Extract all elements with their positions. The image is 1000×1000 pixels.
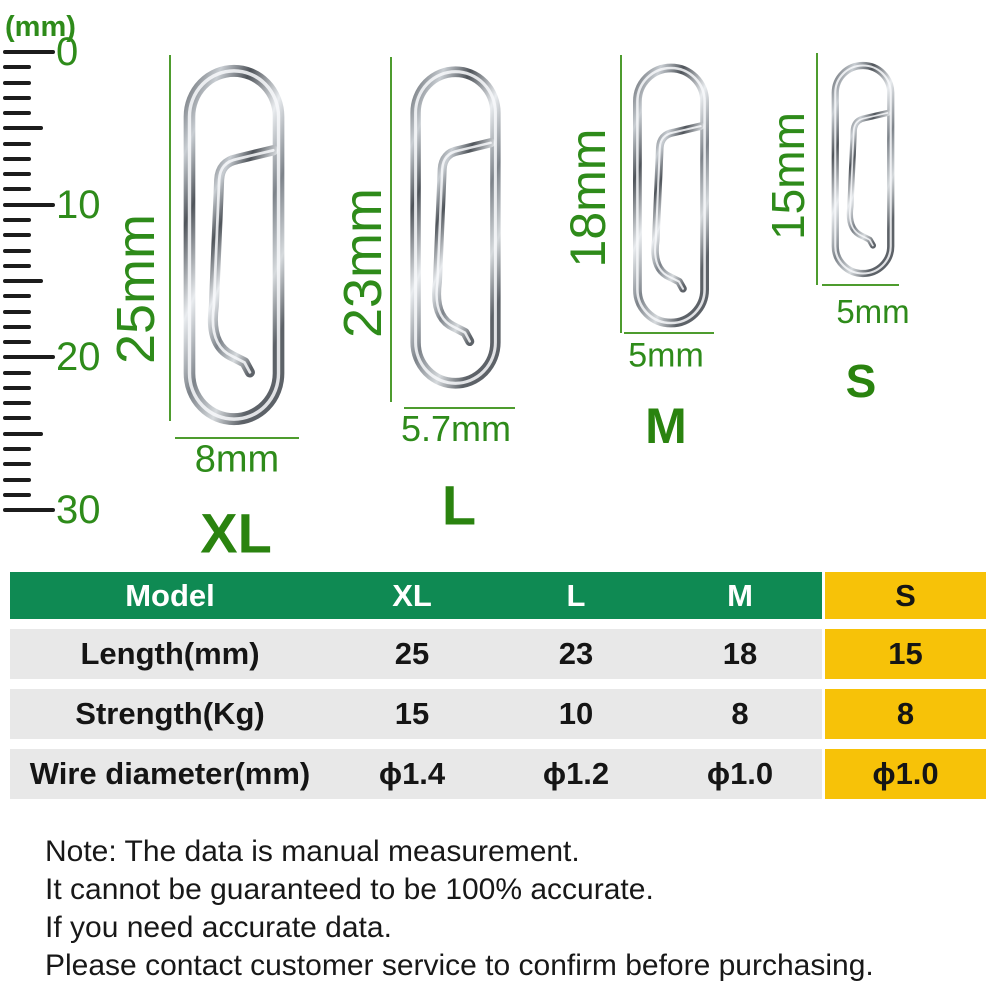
width-dimension-label: 8mm <box>194 438 280 481</box>
ruler-number: 20 <box>56 335 101 380</box>
ruler-tick <box>3 492 31 497</box>
ruler-tick <box>3 263 31 268</box>
size-label: M <box>645 398 687 454</box>
row-label: Wire diameter(mm) <box>10 749 330 799</box>
header-cell-l: L <box>494 572 658 619</box>
length-dimension-label: 25mm <box>106 213 166 365</box>
width-dimension-line <box>175 437 299 439</box>
length-dimension-label: 15mm <box>762 112 814 240</box>
size-label: S <box>845 355 877 407</box>
ruler-tick <box>3 202 55 207</box>
value-cell: 18 <box>658 629 822 679</box>
ruler-tick <box>3 340 31 345</box>
ruler-tick <box>3 431 43 436</box>
ruler-tick <box>3 233 31 238</box>
row-label: Length(mm) <box>10 629 330 679</box>
size-label: XL <box>200 501 272 565</box>
ruler-tick <box>3 294 31 299</box>
note-line: Please contact customer service to confi… <box>45 949 874 982</box>
length-dimension-line <box>620 55 622 333</box>
ruler-tick <box>3 309 31 314</box>
length-dimension-label: 18mm <box>560 128 616 268</box>
ruler-tick <box>3 385 31 390</box>
width-dimension-label: 5mm <box>836 293 910 330</box>
value-cell: 8 <box>822 689 986 739</box>
header-cell-m: M <box>658 572 822 619</box>
ruler-tick <box>3 401 31 406</box>
header-cell-xl: XL <box>330 572 494 619</box>
ruler-tick <box>3 65 31 70</box>
value-cell: 25 <box>330 629 494 679</box>
value-cell: ϕ1.4 <box>330 749 494 799</box>
width-dimension-line <box>404 407 515 409</box>
header-cell-model: Model <box>10 572 330 619</box>
ruler-tick <box>3 370 31 375</box>
ruler-tick <box>3 80 31 85</box>
note-line: Note: The data is manual measurement. <box>45 835 580 868</box>
ruler-tick <box>3 50 55 54</box>
width-dimension-label: 5.7mm <box>400 408 512 449</box>
ruler-tick <box>3 141 31 146</box>
ruler-tick <box>3 324 31 329</box>
header-cell-s: S <box>822 572 986 619</box>
ruler-number: 10 <box>56 182 101 227</box>
ruler-tick <box>3 416 31 421</box>
snap-clip-illustration <box>631 60 711 336</box>
size-label: L <box>441 473 477 537</box>
ruler-number: 30 <box>56 488 101 533</box>
snap-clip-illustration <box>181 60 287 435</box>
value-cell: ϕ1.2 <box>494 749 658 799</box>
length-dimension-label: 23mm <box>333 187 393 339</box>
ruler-number: 0 <box>56 30 79 74</box>
ruler-tick <box>3 279 43 284</box>
row-label: Strength(Kg) <box>10 689 330 739</box>
ruler-tick <box>3 355 55 360</box>
value-cell: ϕ1.0 <box>658 749 822 799</box>
ruler-tick <box>3 111 31 116</box>
length-dimension-line <box>816 53 818 285</box>
note-line: If you need accurate data. <box>45 911 392 944</box>
snap-clip-illustration <box>408 62 503 398</box>
width-dimension-line <box>822 284 899 286</box>
value-cell: 23 <box>494 629 658 679</box>
ruler-tick <box>3 217 31 222</box>
snap-clip-illustration <box>830 59 896 285</box>
width-dimension-line <box>624 332 714 334</box>
note-text: Note: The data is manual measurement. It … <box>45 833 874 985</box>
note-line: It cannot be guaranteed to be 100% accur… <box>45 873 654 906</box>
ruler-tick <box>3 477 31 482</box>
ruler-tick <box>3 126 43 131</box>
ruler-unit-label: (mm) <box>5 11 76 43</box>
ruler-tick <box>3 447 31 452</box>
length-dimension-line <box>169 55 171 421</box>
width-dimension-label: 5mm <box>628 336 704 375</box>
ruler-tick <box>3 156 31 161</box>
spec-table: Model XL L M S Length(mm) 25 23 18 15 Strength(Kg)… <box>10 572 986 799</box>
ruler-tick <box>3 462 31 467</box>
value-cell: 15 <box>822 629 986 679</box>
ruler-tick <box>3 172 31 177</box>
value-cell: 8 <box>658 689 822 739</box>
length-dimension-line <box>390 57 392 402</box>
value-cell: 10 <box>494 689 658 739</box>
ruler-tick <box>3 187 31 192</box>
ruler-tick <box>3 248 31 253</box>
value-cell: ϕ1.0 <box>822 749 986 799</box>
ruler-tick <box>3 508 55 513</box>
value-cell: 15 <box>330 689 494 739</box>
ruler-tick <box>3 95 31 100</box>
